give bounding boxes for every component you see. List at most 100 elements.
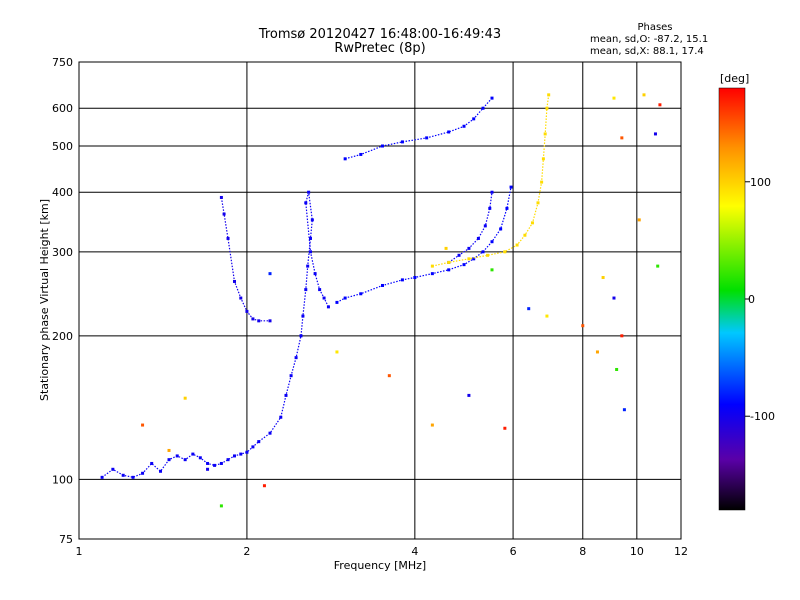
x-tick-label: 8 xyxy=(579,545,586,558)
series-0 xyxy=(100,190,330,479)
data-point xyxy=(476,236,480,240)
data-point xyxy=(167,448,171,452)
data-point xyxy=(481,106,485,110)
data-point xyxy=(545,106,549,110)
phases-x-line: mean, sd,X: 88.1, 17.4 xyxy=(590,46,704,57)
x-axis-label: Frequency [MHz] xyxy=(334,559,426,572)
phases-heading: Phases xyxy=(637,22,673,33)
y-tick-label: 500 xyxy=(52,140,73,153)
data-point xyxy=(326,305,330,309)
data-point xyxy=(503,426,507,430)
data-points xyxy=(100,93,662,508)
data-point xyxy=(279,415,283,419)
data-point xyxy=(527,307,531,311)
data-point xyxy=(612,296,616,300)
colorbar-tick-label: 100 xyxy=(750,176,771,189)
data-point xyxy=(467,393,471,397)
y-tick-label: 400 xyxy=(52,186,73,199)
data-point xyxy=(141,423,145,427)
data-point xyxy=(222,212,226,216)
x-tick-label: 6 xyxy=(510,545,517,558)
data-point xyxy=(359,292,363,296)
data-point xyxy=(257,440,261,444)
data-point xyxy=(226,458,230,462)
data-point xyxy=(499,227,503,231)
chart-subtitle: RwPretec (8p) xyxy=(334,41,426,56)
data-point xyxy=(268,431,272,435)
series-5 xyxy=(343,96,494,161)
data-point xyxy=(387,374,391,378)
data-point xyxy=(620,136,624,140)
data-point xyxy=(642,93,646,97)
data-point xyxy=(226,236,230,240)
colorbar xyxy=(718,87,746,511)
series-3 xyxy=(447,190,494,264)
x-tick-label: 1 xyxy=(76,545,83,558)
x-tick-label: 4 xyxy=(411,545,418,558)
data-point xyxy=(622,408,626,412)
data-point xyxy=(131,475,135,479)
data-point xyxy=(653,132,657,136)
data-point xyxy=(658,103,662,107)
data-point xyxy=(268,272,272,276)
phases-o-line: mean, sd,O: -87.2, 15.1 xyxy=(590,34,709,45)
data-point xyxy=(486,253,490,257)
data-point xyxy=(268,319,272,323)
data-point xyxy=(299,334,303,338)
data-point xyxy=(304,201,308,205)
data-point xyxy=(612,96,616,100)
x-tick-label: 10 xyxy=(630,545,644,558)
colorbar-tick-label: 0 xyxy=(748,293,755,306)
data-point xyxy=(183,396,187,400)
data-point xyxy=(490,268,494,272)
y-tick-label: 100 xyxy=(52,473,73,486)
x-tick-label: 12 xyxy=(674,545,688,558)
data-point xyxy=(308,236,312,240)
colorbar-label: [deg] xyxy=(720,72,749,85)
data-point xyxy=(159,469,163,473)
grid-lines xyxy=(79,62,681,539)
y-tick-label: 200 xyxy=(52,330,73,343)
data-point xyxy=(447,268,451,272)
data-point xyxy=(262,484,266,488)
data-point xyxy=(601,276,605,280)
data-point xyxy=(100,475,104,479)
trace-line xyxy=(336,186,512,303)
trace-line xyxy=(432,94,550,267)
data-point xyxy=(447,260,451,264)
data-point xyxy=(481,250,485,254)
trace-line xyxy=(448,192,493,263)
data-point xyxy=(310,218,314,222)
x-tick-label: 2 xyxy=(243,545,250,558)
data-point xyxy=(581,324,585,328)
series-4 xyxy=(430,93,551,268)
data-point xyxy=(444,246,448,250)
data-point xyxy=(206,467,210,471)
data-point xyxy=(400,140,404,144)
y-axis-label: Stationary phase Virtual Height [km] xyxy=(38,199,51,401)
data-point xyxy=(213,463,217,467)
colorbar-tick-label: -100 xyxy=(750,410,775,423)
data-point xyxy=(343,157,347,161)
trace-line xyxy=(101,192,329,478)
data-point xyxy=(595,350,599,354)
data-point xyxy=(219,195,223,199)
data-point xyxy=(509,185,513,189)
series-2 xyxy=(335,185,513,304)
data-point xyxy=(545,314,549,318)
data-point xyxy=(505,206,509,210)
data-point xyxy=(620,334,624,338)
series-6 xyxy=(141,93,662,508)
y-tick-label: 750 xyxy=(52,56,73,69)
data-point xyxy=(430,264,434,268)
data-point xyxy=(301,314,305,318)
data-point xyxy=(503,250,507,254)
data-point xyxy=(656,264,660,268)
data-point xyxy=(313,272,317,276)
data-point xyxy=(483,224,487,228)
y-tick-label: 600 xyxy=(52,102,73,115)
trace-line xyxy=(345,97,493,160)
y-tick-label: 75 xyxy=(59,533,73,546)
